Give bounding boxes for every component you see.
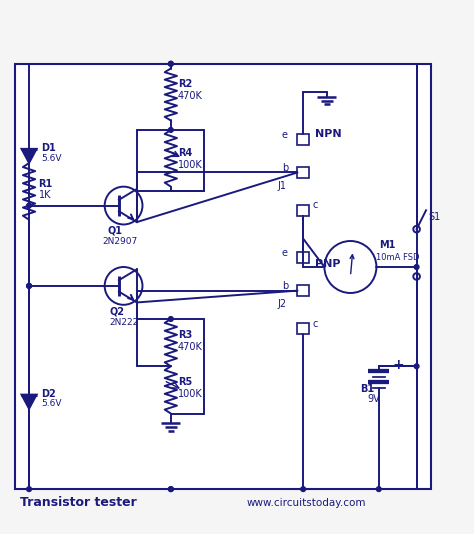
Text: 100K: 100K xyxy=(178,389,203,399)
Text: 5.6V: 5.6V xyxy=(41,154,61,163)
Text: J2: J2 xyxy=(277,299,286,309)
Circle shape xyxy=(414,265,419,269)
Text: R4: R4 xyxy=(178,148,192,158)
Text: D1: D1 xyxy=(41,143,55,153)
Bar xyxy=(298,323,309,334)
Text: 1K: 1K xyxy=(38,191,51,200)
Text: e: e xyxy=(282,248,288,258)
Circle shape xyxy=(168,61,173,66)
Text: 470K: 470K xyxy=(178,91,203,101)
Text: b: b xyxy=(282,281,288,290)
Text: c: c xyxy=(313,200,318,210)
Text: Q1: Q1 xyxy=(107,226,122,236)
Text: www.circuitstoday.com: www.circuitstoday.com xyxy=(246,498,366,508)
Bar xyxy=(298,134,309,145)
Text: Q2: Q2 xyxy=(109,307,124,316)
Text: 2N2907: 2N2907 xyxy=(102,237,137,246)
Text: PNP: PNP xyxy=(315,259,340,269)
Text: 9V: 9V xyxy=(367,394,380,404)
Text: B1: B1 xyxy=(360,384,374,394)
Text: R3: R3 xyxy=(178,330,192,340)
Text: M1: M1 xyxy=(379,240,395,250)
Text: 470K: 470K xyxy=(178,342,203,352)
Circle shape xyxy=(27,284,31,288)
Text: b: b xyxy=(282,162,288,172)
Bar xyxy=(15,64,431,489)
Circle shape xyxy=(301,487,306,491)
Circle shape xyxy=(27,203,31,208)
Polygon shape xyxy=(21,395,36,409)
Text: 10mA FSD: 10mA FSD xyxy=(376,253,420,262)
Text: S1: S1 xyxy=(428,212,441,222)
Bar xyxy=(298,252,309,263)
Text: c: c xyxy=(313,319,318,328)
Circle shape xyxy=(27,284,31,288)
Text: Transistor tester: Transistor tester xyxy=(19,496,137,509)
Text: +: + xyxy=(393,358,405,372)
Circle shape xyxy=(414,364,419,368)
Text: NPN: NPN xyxy=(315,129,342,139)
Circle shape xyxy=(168,487,173,491)
Bar xyxy=(298,205,309,216)
Bar xyxy=(298,285,309,296)
Bar xyxy=(298,167,309,178)
Text: R2: R2 xyxy=(178,80,192,89)
Circle shape xyxy=(168,317,173,321)
Circle shape xyxy=(376,487,381,491)
Polygon shape xyxy=(21,149,36,163)
Text: 2N222: 2N222 xyxy=(109,318,138,327)
Circle shape xyxy=(27,487,31,491)
Circle shape xyxy=(168,487,173,491)
Text: 100K: 100K xyxy=(178,160,203,170)
Text: R5: R5 xyxy=(178,377,192,387)
Text: D2: D2 xyxy=(41,389,55,399)
Text: 5.6V: 5.6V xyxy=(41,399,61,409)
Text: R1: R1 xyxy=(38,179,53,189)
Text: e: e xyxy=(282,130,288,139)
Text: J1: J1 xyxy=(277,181,286,191)
Circle shape xyxy=(168,128,173,132)
Circle shape xyxy=(168,61,173,66)
